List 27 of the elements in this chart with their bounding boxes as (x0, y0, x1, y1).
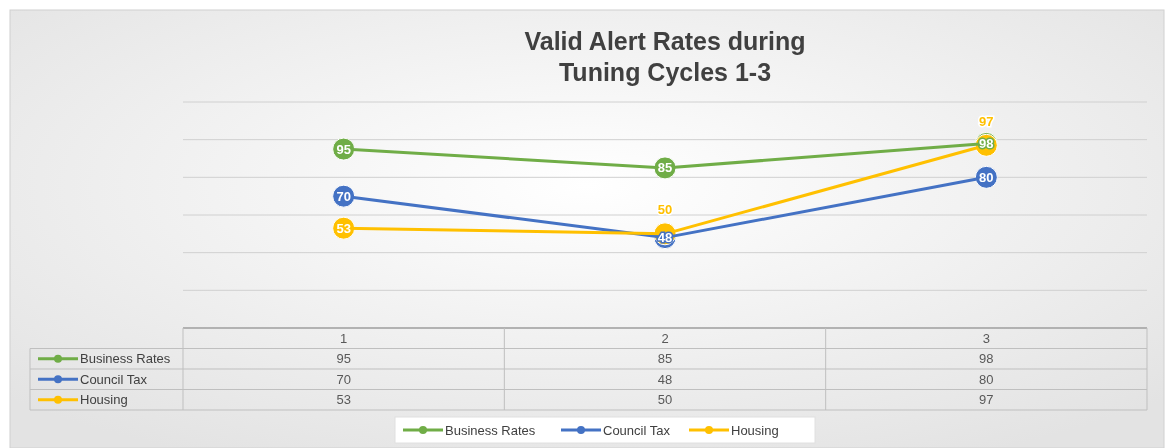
annotation: 80 (979, 169, 994, 185)
data-label: 95 (336, 351, 351, 367)
annotation: 95 (336, 141, 351, 157)
data-label: 85 (657, 351, 673, 367)
annotation: 70 (336, 188, 351, 204)
annotation: 53 (336, 220, 351, 236)
text: Business Rates (445, 422, 536, 438)
annotation: 97 (979, 113, 994, 129)
annotation: 50 (657, 202, 673, 218)
data-label: 50 (657, 392, 673, 408)
x-tick-label: 1 (340, 330, 348, 346)
text: Council Tax (80, 371, 147, 387)
legend-label: Housing (731, 422, 779, 438)
data-label: 70 (336, 371, 351, 387)
data-label: 97 (979, 392, 994, 408)
chart-title: Valid Alert Rates during Tuning Cycles 1-3 (524, 27, 806, 86)
x-tick-label: 3 (982, 330, 990, 346)
data-label: 80 (979, 371, 994, 387)
data-label: 98 (979, 351, 994, 367)
annotation: 98 (979, 135, 994, 151)
legend-label: Council Tax (603, 422, 671, 438)
annotation: 85 (657, 160, 673, 176)
text: Housing (80, 392, 128, 408)
legend-label: Business Rates (80, 351, 171, 367)
data-label: 53 (336, 392, 351, 408)
x-tick-label: 2 (661, 330, 669, 346)
data-label: 48 (657, 371, 673, 387)
